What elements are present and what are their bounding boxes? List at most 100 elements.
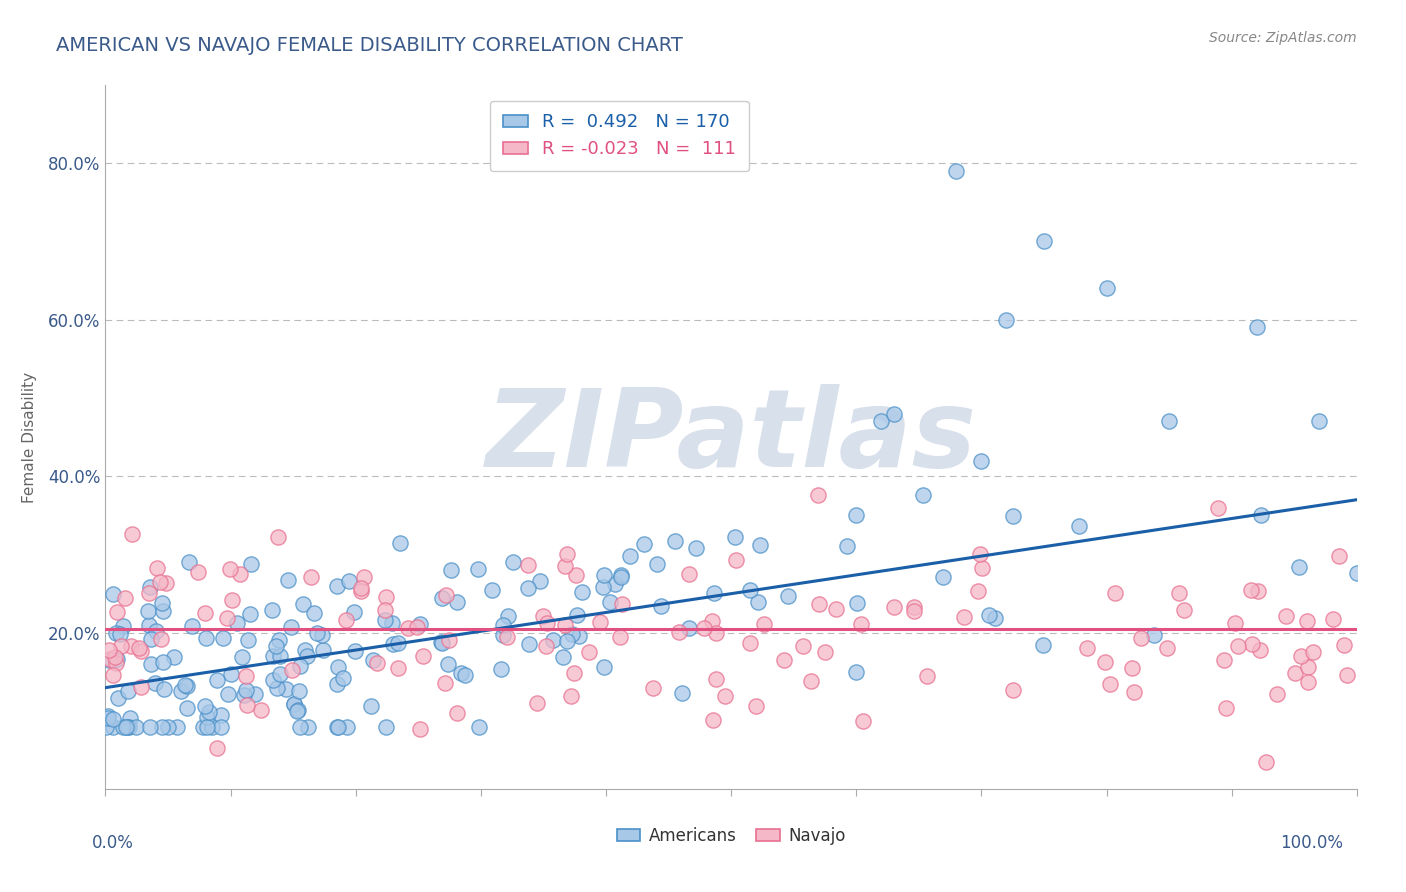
Point xyxy=(436,657,458,671)
Point xyxy=(1284,665,1306,680)
Point xyxy=(152,655,174,669)
Point xyxy=(101,587,124,601)
Point xyxy=(610,597,633,611)
Point xyxy=(169,684,191,698)
Point xyxy=(412,648,434,663)
Point xyxy=(277,573,299,587)
Point xyxy=(150,720,173,734)
Point xyxy=(481,582,503,597)
Point xyxy=(150,596,173,610)
Point xyxy=(179,555,201,569)
Point xyxy=(288,720,311,734)
Point xyxy=(1104,586,1126,600)
Point xyxy=(138,604,160,618)
Point xyxy=(294,642,316,657)
Point xyxy=(560,690,582,704)
Point xyxy=(883,407,905,421)
Point xyxy=(209,720,232,734)
Point xyxy=(685,541,707,555)
Point xyxy=(578,645,600,659)
Point xyxy=(1167,586,1189,600)
Point xyxy=(700,615,723,629)
Point xyxy=(328,720,350,734)
Text: 0.0%: 0.0% xyxy=(91,834,134,852)
Point xyxy=(772,653,794,667)
Point xyxy=(489,662,512,676)
Point xyxy=(297,648,319,663)
Point xyxy=(245,687,267,701)
Point xyxy=(205,740,228,755)
Point xyxy=(120,639,142,653)
Point xyxy=(128,641,150,656)
Point xyxy=(1213,653,1236,667)
Point xyxy=(1275,608,1298,623)
Point xyxy=(814,645,837,659)
Point xyxy=(1346,566,1368,581)
Point xyxy=(152,681,174,696)
Point xyxy=(517,581,540,595)
Point xyxy=(145,560,167,574)
Point xyxy=(430,636,453,650)
Point xyxy=(970,454,993,468)
Point xyxy=(297,720,319,734)
Point xyxy=(409,616,432,631)
Point xyxy=(807,597,830,611)
Point xyxy=(387,635,409,649)
Point xyxy=(502,555,524,569)
Point xyxy=(778,589,800,603)
Point xyxy=(668,625,690,640)
Point xyxy=(236,698,259,713)
Point xyxy=(343,605,366,619)
Point xyxy=(236,633,259,648)
Point xyxy=(231,649,253,664)
Point xyxy=(381,615,404,630)
Point xyxy=(194,698,217,713)
Point xyxy=(235,669,257,683)
Point xyxy=(883,600,905,615)
Point xyxy=(374,613,396,627)
Point xyxy=(1327,549,1350,563)
Text: Source: ZipAtlas.com: Source: ZipAtlas.com xyxy=(1209,31,1357,45)
Point xyxy=(641,681,664,695)
Point xyxy=(287,684,309,698)
Point xyxy=(562,666,585,681)
Point xyxy=(101,668,124,682)
Point xyxy=(312,643,335,657)
Point xyxy=(381,637,404,651)
Point xyxy=(977,608,1000,623)
Point xyxy=(446,706,468,720)
Point xyxy=(344,644,367,658)
Point xyxy=(350,584,373,599)
Point xyxy=(332,671,354,685)
Point xyxy=(1067,519,1090,533)
Point xyxy=(198,705,221,719)
Point xyxy=(229,567,252,582)
Point xyxy=(738,583,761,598)
Point xyxy=(593,660,616,674)
Point xyxy=(176,700,198,714)
Point xyxy=(110,639,132,653)
Point xyxy=(139,720,162,734)
Point xyxy=(610,570,633,584)
Point xyxy=(724,530,747,544)
Point xyxy=(1302,645,1324,659)
Point xyxy=(118,720,141,734)
Point xyxy=(835,539,858,553)
Point xyxy=(678,566,700,581)
Point xyxy=(143,676,166,690)
Point xyxy=(311,627,333,641)
Point xyxy=(104,657,127,671)
Point xyxy=(1223,616,1246,631)
Point xyxy=(911,488,934,502)
Point xyxy=(97,709,120,723)
Point xyxy=(541,632,564,647)
Point xyxy=(152,604,174,618)
Point xyxy=(1247,584,1270,599)
Point xyxy=(599,595,621,609)
Point xyxy=(156,720,179,734)
Point xyxy=(217,611,239,625)
Point xyxy=(337,574,360,588)
Point xyxy=(145,624,167,638)
Point xyxy=(288,658,311,673)
Point xyxy=(1254,755,1277,769)
